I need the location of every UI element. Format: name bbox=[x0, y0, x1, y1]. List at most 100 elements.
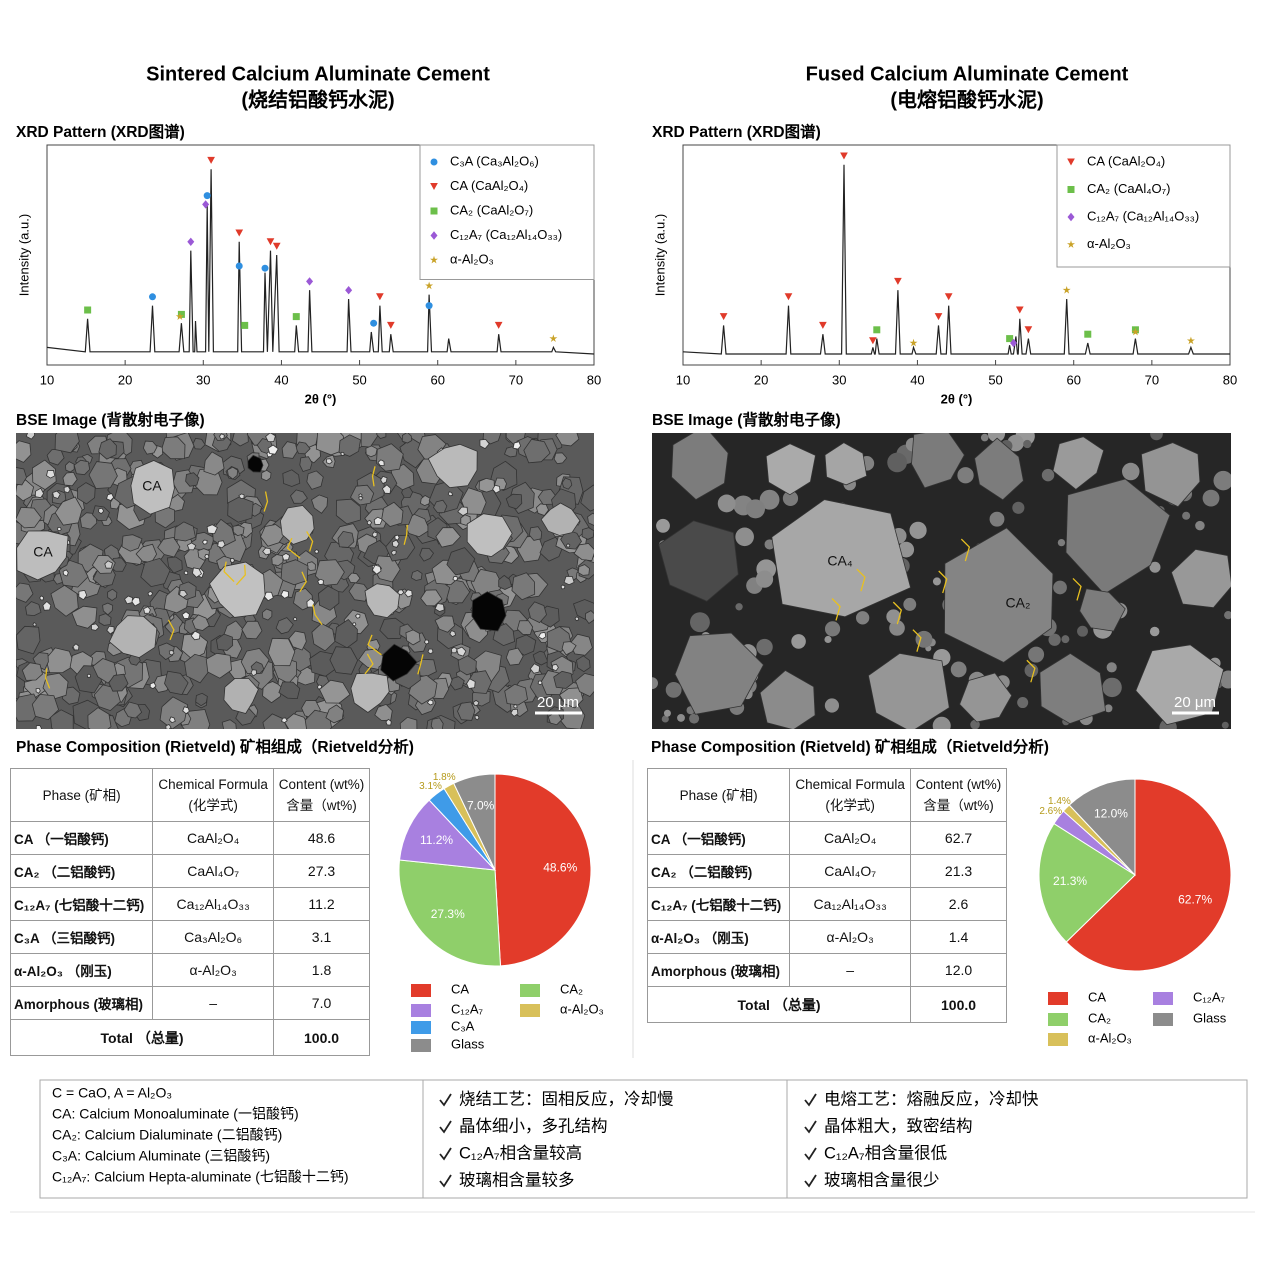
grain bbox=[717, 494, 736, 513]
grain bbox=[39, 595, 44, 601]
legend-marker bbox=[1067, 186, 1075, 193]
note: 晶体细小，多孔结构 bbox=[459, 1116, 608, 1135]
grain bbox=[227, 496, 254, 523]
crack bbox=[299, 571, 308, 593]
table-cell: C₁₂A₇ (七铝酸十二钙) bbox=[646, 887, 791, 921]
marker bbox=[1010, 338, 1018, 348]
x-tick-label: 70 bbox=[509, 372, 523, 387]
grain bbox=[1079, 588, 1126, 632]
marker bbox=[425, 302, 433, 310]
grain bbox=[247, 454, 264, 473]
grain bbox=[561, 477, 573, 490]
grain bbox=[575, 672, 594, 697]
grain bbox=[77, 482, 96, 505]
xrd-pattern bbox=[682, 164, 1230, 355]
grain bbox=[87, 707, 112, 729]
grain bbox=[765, 443, 816, 496]
grain bbox=[886, 609, 901, 624]
grain bbox=[957, 467, 974, 484]
grain bbox=[756, 638, 773, 656]
grain bbox=[585, 610, 594, 625]
grain bbox=[306, 470, 324, 490]
grain bbox=[275, 617, 294, 635]
crack bbox=[223, 561, 235, 583]
image-label: CA bbox=[33, 544, 53, 560]
grain bbox=[304, 709, 333, 729]
grain bbox=[50, 584, 79, 617]
marker bbox=[894, 277, 902, 285]
table-row: CA₂ （二铝酸钙) CaAl₄O₇ 21.3 bbox=[646, 854, 1007, 888]
panel-subtitle: (电熔铝酸钙水泥) bbox=[890, 87, 1043, 111]
grain bbox=[130, 460, 175, 515]
grain bbox=[513, 704, 518, 709]
grain bbox=[192, 437, 206, 450]
x-tick-label: 50 bbox=[988, 372, 1002, 387]
legend-swatch bbox=[1153, 992, 1173, 1005]
grain bbox=[457, 655, 477, 676]
grain bbox=[527, 601, 547, 624]
grain bbox=[98, 613, 112, 626]
grain bbox=[435, 527, 462, 548]
legend-marker bbox=[430, 183, 438, 190]
grain bbox=[535, 503, 549, 516]
table-cell: Ca₃Al₂O₆ bbox=[152, 920, 275, 954]
grain bbox=[478, 477, 495, 493]
x-tick-label: 50 bbox=[352, 372, 366, 387]
table: Phase (矿相) Chemical Formula (化学式) Content (… bbox=[9, 768, 370, 1056]
marker bbox=[266, 238, 275, 246]
grain bbox=[337, 530, 355, 548]
grain bbox=[1224, 611, 1231, 620]
grain bbox=[352, 622, 357, 627]
grain bbox=[373, 516, 383, 526]
legend-label: C₁₂A₇ (Ca₁₂Al₁₄O₃₃) bbox=[1087, 208, 1199, 223]
marker bbox=[494, 321, 503, 329]
legend-marker bbox=[1067, 240, 1075, 248]
table-cell: 1.4 bbox=[910, 920, 1007, 954]
legend-swatch bbox=[1153, 1013, 1173, 1026]
header-text: Chemical Formula bbox=[795, 777, 905, 792]
marker bbox=[425, 281, 434, 290]
grain bbox=[745, 499, 765, 519]
grain bbox=[311, 622, 336, 652]
grain bbox=[735, 527, 754, 547]
grain bbox=[299, 456, 313, 472]
grain bbox=[347, 572, 361, 584]
grain bbox=[209, 561, 266, 618]
grain bbox=[404, 589, 413, 598]
grain bbox=[288, 630, 307, 651]
grain bbox=[1170, 548, 1231, 609]
grain bbox=[505, 493, 523, 510]
grain bbox=[553, 670, 574, 689]
grain bbox=[457, 701, 476, 721]
table-cell: Ca₁₂Al₁₄O₃₃ bbox=[152, 887, 275, 921]
grain bbox=[1150, 433, 1163, 441]
check-icon bbox=[439, 1120, 452, 1134]
grain bbox=[31, 693, 60, 721]
grain bbox=[104, 560, 113, 569]
grain bbox=[280, 559, 309, 586]
grain bbox=[466, 678, 476, 689]
legend-label: Glass bbox=[1193, 1010, 1227, 1025]
grain bbox=[149, 682, 157, 690]
table-row: C₁₂A₇ (七铝酸十二钙) Ca₁₂Al₁₄O₃₃ 2.6 bbox=[646, 887, 1007, 921]
grain bbox=[364, 583, 400, 619]
grain bbox=[735, 603, 743, 611]
grain bbox=[980, 433, 989, 442]
grain bbox=[1057, 538, 1066, 547]
grain bbox=[98, 438, 117, 460]
grain bbox=[498, 574, 513, 590]
marker bbox=[1024, 326, 1033, 334]
grain bbox=[16, 625, 41, 655]
grain bbox=[529, 663, 541, 674]
grain bbox=[201, 539, 208, 545]
chart-title: XRD Pattern (XRD图谱) bbox=[16, 122, 185, 141]
grain bbox=[241, 620, 263, 640]
marker bbox=[370, 319, 378, 327]
grain bbox=[71, 605, 98, 629]
marker bbox=[376, 293, 384, 301]
grain bbox=[42, 600, 52, 611]
pie-label: 2.6% bbox=[1039, 806, 1062, 817]
check-icon bbox=[804, 1174, 817, 1188]
grain bbox=[195, 692, 208, 707]
